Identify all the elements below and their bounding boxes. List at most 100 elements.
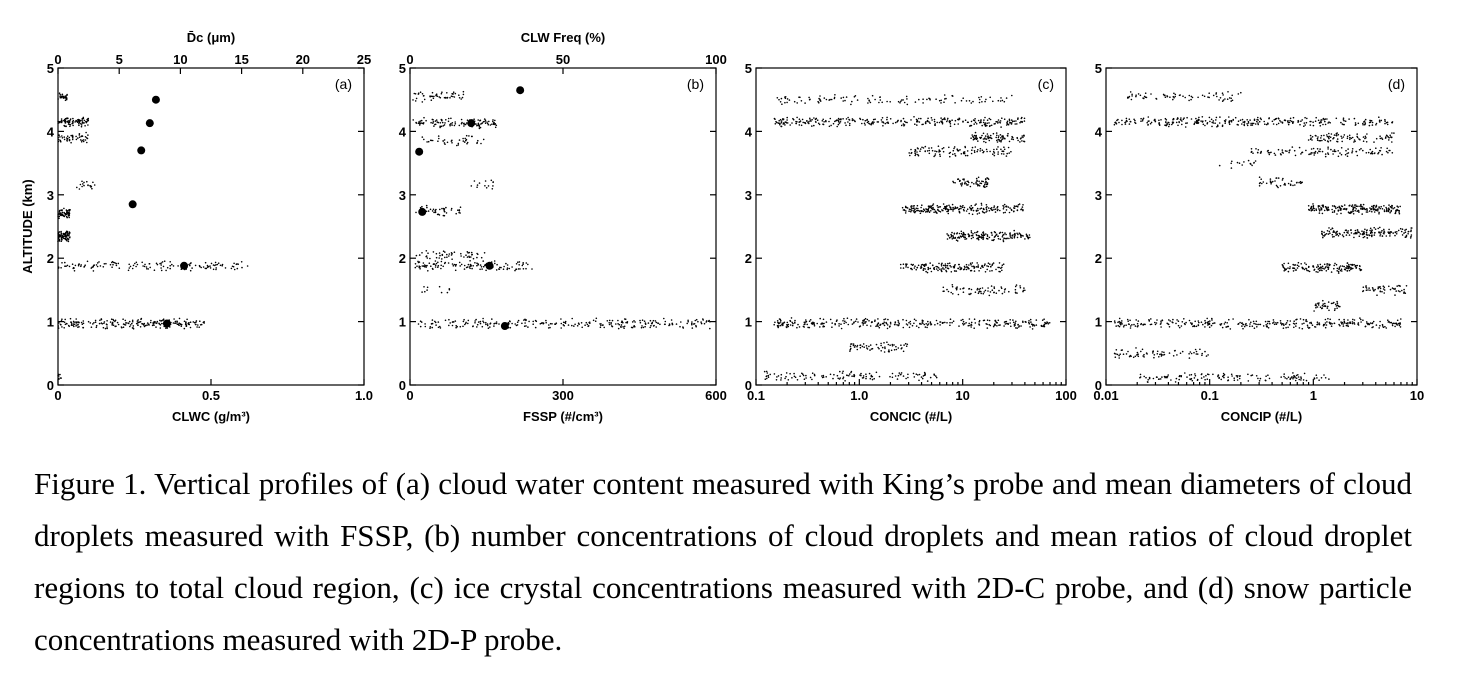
data-point [1134, 325, 1137, 327]
data-point [811, 378, 813, 381]
data-point [969, 206, 971, 209]
data-point [1339, 269, 1342, 272]
data-point [132, 325, 135, 327]
y-axis-label: ALTITUDE (km) [20, 179, 35, 273]
data-point [83, 184, 85, 187]
data-point [999, 122, 1002, 124]
data-point [1373, 211, 1376, 213]
data-point [786, 116, 788, 119]
data-point [221, 265, 223, 267]
data-point [64, 318, 66, 321]
data-point [98, 322, 101, 325]
data-point [959, 205, 962, 207]
data-point [970, 120, 973, 123]
data-point [1190, 373, 1193, 376]
data-point [993, 236, 996, 238]
data-point [189, 326, 192, 329]
data-point [178, 322, 181, 325]
data-point [1324, 123, 1327, 126]
data-point [780, 97, 783, 100]
data-point [922, 98, 924, 100]
data-point [82, 139, 85, 141]
data-point [1387, 319, 1389, 322]
data-point [952, 149, 955, 152]
data-point [1002, 239, 1005, 241]
data-point [1166, 95, 1168, 97]
data-point [894, 321, 897, 324]
data-point [1384, 325, 1386, 328]
data-point [1226, 322, 1228, 324]
data-point [786, 119, 788, 121]
data-point [926, 271, 929, 274]
data-point [1028, 320, 1030, 322]
data-point [980, 207, 983, 209]
data-point [941, 270, 943, 273]
data-point [81, 180, 83, 183]
data-point [196, 326, 198, 328]
data-point [860, 372, 862, 375]
data-point [1003, 137, 1006, 140]
data-point [640, 326, 643, 329]
data-point [438, 96, 441, 98]
data-point [1331, 236, 1334, 238]
data-point [962, 287, 964, 290]
data-point [63, 136, 66, 138]
data-point [1401, 228, 1404, 230]
data-point [1175, 322, 1177, 325]
data-point [963, 206, 966, 209]
data-point [419, 325, 422, 328]
data-point [215, 264, 217, 266]
data-point [847, 116, 849, 119]
data-point [57, 266, 60, 269]
data-point [446, 92, 448, 94]
data-point [766, 372, 769, 374]
data-point [495, 269, 498, 271]
data-point [842, 118, 844, 120]
data-point [87, 134, 89, 136]
data-point [902, 263, 905, 266]
data-point [981, 149, 984, 151]
data-point [837, 120, 840, 123]
data-point [435, 256, 438, 259]
data-point [111, 324, 113, 326]
data-point [1188, 357, 1191, 359]
data-point [476, 323, 479, 326]
data-point [838, 325, 840, 327]
data-point [1152, 352, 1154, 354]
data-point [159, 327, 162, 329]
data-point [515, 263, 518, 265]
data-point [931, 119, 933, 121]
data-point [200, 266, 202, 269]
data-point [1380, 231, 1382, 233]
data-point [418, 124, 421, 126]
data-point [882, 121, 885, 124]
data-point [977, 119, 980, 122]
data-point [940, 102, 942, 104]
data-point [1324, 120, 1326, 123]
data-point [197, 324, 199, 326]
data-point [177, 323, 179, 326]
data-point [1161, 351, 1163, 353]
data-point [838, 378, 841, 380]
data-point [913, 376, 916, 378]
data-point [493, 260, 496, 262]
data-point [1116, 353, 1119, 356]
data-point [1195, 353, 1198, 355]
data-point [1221, 92, 1224, 94]
data-point [57, 374, 59, 377]
data-point [451, 258, 453, 261]
data-point [1350, 268, 1352, 271]
data-point [161, 261, 164, 263]
data-point [1131, 324, 1133, 326]
data-point [1178, 326, 1181, 329]
data-point [236, 263, 238, 265]
data-point [149, 266, 151, 269]
data-point [1396, 285, 1398, 287]
data-point [800, 100, 803, 102]
data-point [1261, 182, 1263, 185]
data-point [975, 181, 977, 184]
data-point [1230, 167, 1233, 169]
data-point [57, 325, 60, 327]
data-point [1398, 211, 1400, 213]
